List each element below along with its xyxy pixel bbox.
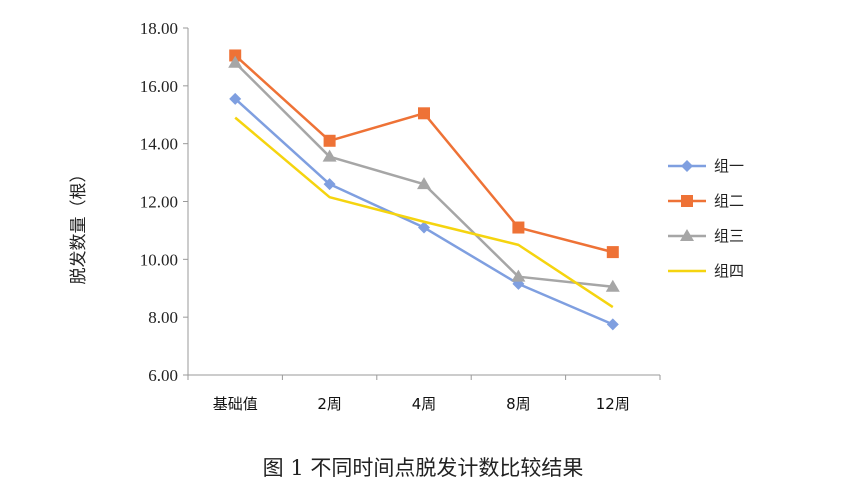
line-chart: 6.00 8.00 10.00 12.00 14.00 16.00 18.00 基础值 2周 4… bbox=[69, 19, 744, 413]
legend-item: 组三 bbox=[668, 227, 744, 245]
legend-label: 组三 bbox=[714, 227, 744, 245]
y-tick-label: 14.00 bbox=[140, 135, 178, 154]
legend-marker bbox=[680, 229, 694, 241]
data-point bbox=[229, 49, 242, 62]
series-1 bbox=[229, 92, 619, 331]
legend-label: 组二 bbox=[714, 192, 744, 210]
legend-item: 组一 bbox=[668, 157, 744, 175]
data-point bbox=[606, 246, 619, 259]
y-tick-label: 16.00 bbox=[140, 77, 178, 96]
data-point bbox=[605, 279, 620, 292]
series-2 bbox=[229, 49, 619, 259]
x-category-label: 基础值 bbox=[213, 395, 258, 413]
series-group bbox=[228, 49, 620, 331]
legend-item: 组二 bbox=[668, 192, 744, 210]
data-point bbox=[229, 92, 242, 105]
y-tick-label: 10.00 bbox=[140, 250, 178, 269]
data-point bbox=[418, 107, 430, 120]
y-tick-label: 6.00 bbox=[148, 366, 178, 385]
data-point bbox=[322, 149, 337, 162]
y-tick-labels: 6.00 8.00 10.00 12.00 14.00 16.00 18.00 bbox=[140, 19, 188, 385]
legend-label: 组四 bbox=[714, 262, 744, 280]
y-tick-label: 18.00 bbox=[140, 19, 178, 38]
data-point bbox=[323, 178, 336, 191]
legend-label: 组一 bbox=[714, 157, 744, 175]
series-line bbox=[234, 97, 614, 326]
series-3 bbox=[228, 55, 620, 292]
data-point bbox=[323, 134, 336, 147]
legend-item: 组四 bbox=[668, 262, 744, 280]
series-line bbox=[234, 61, 613, 289]
figure-caption: 图 1 不同时间点脱发计数比较结果 bbox=[262, 456, 584, 480]
series-4 bbox=[234, 116, 614, 309]
legend-marker bbox=[681, 160, 693, 172]
series-line bbox=[234, 116, 614, 309]
y-tick-label: 12.00 bbox=[140, 193, 178, 212]
x-category-label: 2周 bbox=[317, 395, 342, 413]
data-point bbox=[512, 221, 525, 234]
x-category-label: 8周 bbox=[506, 395, 531, 413]
data-point bbox=[228, 55, 243, 68]
data-point bbox=[417, 177, 431, 190]
x-category-labels: 基础值 2周 4周 8周 12周 bbox=[187, 375, 661, 413]
data-point bbox=[511, 269, 526, 282]
x-category-label: 4周 bbox=[412, 395, 437, 413]
legend-marker bbox=[681, 195, 693, 207]
y-tick-label: 8.00 bbox=[148, 308, 178, 327]
y-axis-label: 脱发数量（根） bbox=[69, 166, 89, 285]
x-category-label: 12周 bbox=[596, 395, 630, 413]
data-point bbox=[418, 221, 430, 234]
data-point bbox=[606, 318, 619, 331]
axes bbox=[187, 28, 660, 376]
